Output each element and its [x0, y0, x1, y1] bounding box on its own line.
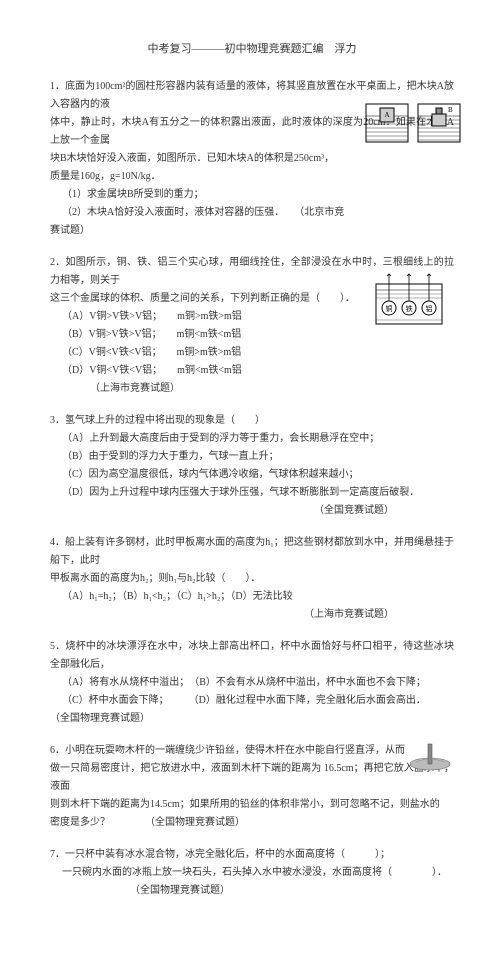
problem-2: 铜 铁 铝 2．如图所示，铜、铁、铝三个实心球，用细线拴住，全部浸没在水中时，三…	[50, 254, 454, 398]
page-title: 中考复习———初中物理竞赛题汇编 浮力	[50, 40, 454, 60]
p1-q2: （2）木块A恰好没入液面时，液体对容器的压强． （北京市竞	[50, 204, 454, 222]
p7-source: （全国物理竞赛试题）	[50, 882, 454, 900]
p5-source: （全国物理竞赛试题）	[50, 710, 454, 728]
problem-4: 4．船上装有许多钢材，此时甲板离水面的高度为h₁；把这些钢材都放到水中，并用绳悬…	[50, 534, 454, 624]
p4-line-2: 甲板离水面的高度为h₂；则h₁与h₂比较（ ）．	[50, 570, 454, 588]
p3-opt-a: （A）上升到最大高度后由于受到的浮力等于重力，会长期悬浮在空中；	[50, 430, 454, 448]
p6-line-4: 密度是多少？ （全国物理竞赛试题）	[50, 814, 454, 832]
p2-opt-c: （C）V铜<V铁<V铝； m铜>m铁>m铝	[62, 344, 454, 362]
p6-line-1: 6．小明在玩耍吻木杆的一端缠绕少许铅丝，使得木杆在水中能自行竖直浮，从而	[50, 742, 454, 760]
fig1-label-a: A	[384, 111, 389, 119]
fig2-l2: 铁	[406, 304, 413, 313]
problem-6: 6．小明在玩耍吻木杆的一端缠绕少许铅丝，使得木杆在水中能自行竖直浮，从而 做一只…	[50, 742, 454, 832]
p4-opts: （A）h₁=h₂；（B）h₁<h₂；（C）h₁>h₂；（D）无法比较	[50, 588, 454, 606]
problem-1: A B 1．底面为100cm²的圆柱形容器内装有适量的液体，将其竖直放置在水平桌…	[50, 78, 454, 240]
p4-line-1: 4．船上装有许多钢材，此时甲板离水面的高度为h₁；把这些钢材都放到水中，并用绳悬…	[50, 534, 454, 570]
figure-2: 铜 铁 铝	[374, 272, 444, 327]
p7-stem: 7．一只杯中装有冰水混合物，冰完全融化后，杯中的水面高度将（ ）；	[50, 846, 454, 864]
p5-opt-c: （C）杯中水面会下降； （D）融化过程中水面下降，完全融化后水面会高出．	[50, 692, 454, 710]
p5-line-1: 5．烧杯中的冰块漂浮在水中，冰块上部高出杯口，杯中水面恰好与杯口相平，待这些冰块…	[50, 638, 454, 674]
p3-opt-c: （C）因为高空温度很低，球内气体遇冷收缩，气球体积越来越小；	[50, 466, 454, 484]
p2-opt-d: （D）V铜<V铁<V铝； m铜<m铁<m铝	[62, 362, 454, 380]
figure-6	[406, 740, 454, 772]
figure-1: A B	[364, 96, 464, 146]
p1-q2b: 赛试题）	[50, 222, 454, 240]
fig1-label-b: B	[448, 106, 453, 114]
p6-line-2: 做一只简易密度计，把它放进水中，液面到木杆下端的距离为 16.5cm；再把它放入…	[50, 760, 454, 796]
problem-7: 7．一只杯中装有冰水混合物，冰完全融化后，杯中的水面高度将（ ）； 一只碗内水面…	[50, 846, 454, 900]
fig2-l3: 铝	[426, 304, 433, 313]
p3-opt-d: （D）因为上升过程中球内压强大于球外压强，气球不断膨胀到一定高度后破裂．	[50, 484, 454, 502]
p1-line-4: 质量是160g，g=10N/kg．	[50, 168, 454, 186]
p1-q1: （1）求金属块B所受到的重力；	[50, 186, 454, 204]
p3-stem: 3．氢气球上升的过程中将出现的现象是（ ）	[50, 412, 454, 430]
fig2-l1: 铜	[386, 304, 393, 313]
p2-source: （上海市竞赛试题）	[50, 380, 454, 398]
p6-line-3: 则到木杆下端的距离为14.5cm；如果所用的铅丝的体积非常小，到可忽略不记，则盐…	[50, 796, 454, 814]
problem-3: 3．氢气球上升的过程中将出现的现象是（ ） （A）上升到最大高度后由于受到的浮力…	[50, 412, 454, 520]
p2-opt-b: （B）V铜>V铁>V铝； m铜<m铁<m铝	[62, 326, 454, 344]
p3-source: （全国竞赛试题）	[50, 502, 454, 520]
p4-source: （上海市竞赛试题）	[50, 606, 454, 624]
p3-opt-b: （B）由于受到的浮力大于重力，气球一直上升；	[50, 448, 454, 466]
problem-5: 5．烧杯中的冰块漂浮在水中，冰块上部高出杯口，杯中水面恰好与杯口相平，待这些冰块…	[50, 638, 454, 728]
p7-sub: 一只碗内水面的冰瓶上放一块石头，石头掉入水中被水浸没，水面高度将（ ）．	[50, 864, 454, 882]
p5-opt-a: （A）将有水从烧杯中溢出； （B）不会有水从烧杯中溢出，杯中水面也不会下降；	[50, 674, 454, 692]
p1-line-3: 块B木块恰好没入液面，如图所示．已知木块A的体积是250cm³，	[50, 150, 454, 168]
